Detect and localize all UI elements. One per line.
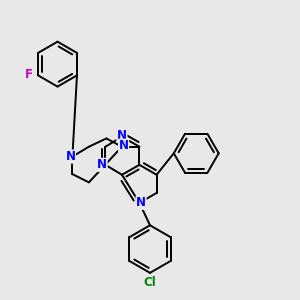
Text: N: N bbox=[97, 158, 107, 171]
Text: F: F bbox=[25, 68, 33, 80]
Text: N: N bbox=[65, 150, 75, 163]
Text: N: N bbox=[117, 129, 127, 142]
Text: N: N bbox=[118, 139, 129, 152]
Text: N: N bbox=[136, 196, 146, 209]
Text: Cl: Cl bbox=[144, 276, 156, 289]
